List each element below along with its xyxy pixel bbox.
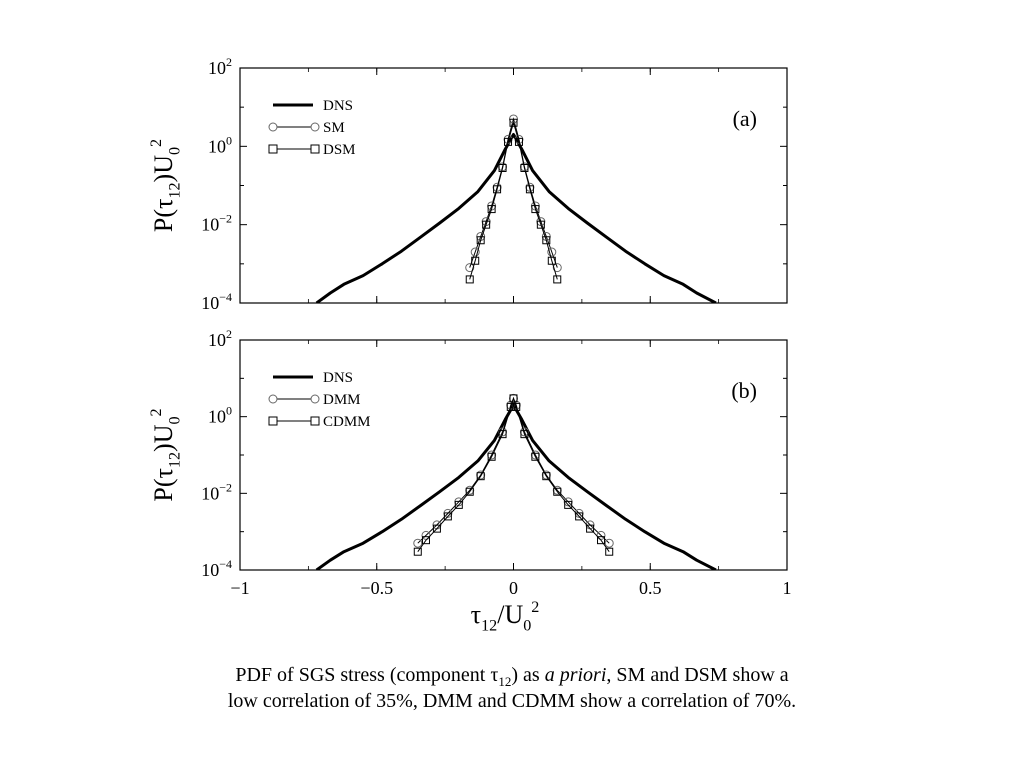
data-point-dmm [604,538,614,548]
data-point-cdmm [520,430,529,439]
data-point-dsm [487,205,496,214]
legend-marker [268,416,278,426]
data-point-cdmm [487,452,496,461]
data-point-cdmm [509,394,518,403]
data-point-cdmm [506,402,515,411]
y-axis-label: P(τ12)U02 [148,408,183,501]
x-tick-label: 1 [783,578,792,598]
data-point-cdmm [454,500,463,509]
data-point-dsm [520,163,529,172]
series-line-dns [315,133,717,303]
data-point-dsm [482,220,491,229]
data-point-dsm [476,236,485,245]
legend-marker [310,144,320,154]
y-tick-label: 10−2 [201,480,232,503]
data-point-dsm [504,137,513,146]
data-point-sm [465,263,475,273]
series-line-sm [469,117,558,268]
data-point-cdmm [542,472,551,481]
x-tick-label: 0.5 [639,578,662,598]
y-tick-label: 10−2 [201,212,232,235]
panel-label: (b) [731,378,757,403]
data-point-cdmm [531,452,540,461]
series-line-dsm [469,120,558,280]
data-point-dsm [509,118,518,127]
legend-label-cdmm: CDMM [323,414,371,430]
data-point-cdmm [498,430,507,439]
data-point-cdmm [586,524,595,533]
y-tick-label: 102 [208,327,232,350]
data-point-sm [552,263,562,273]
data-point-cdmm [443,512,452,521]
x-tick-label: −0.5 [360,578,393,598]
y-tick-label: 100 [208,133,232,156]
legend-label-dns: DNS [323,98,353,114]
data-point-dsm [547,256,556,265]
x-axis-label: τ12/U02 [471,599,540,634]
y-axis-label: P(τ12)U02 [148,139,183,232]
data-point-cdmm [432,524,441,533]
data-point-dsm [525,185,534,194]
data-point-cdmm [465,487,474,496]
panel-a: 10−4 10−2 100 102 DNS SM DSM (a) [201,55,788,313]
x-tick-label: −1 [230,578,249,598]
y-tick-label: 10−4 [201,290,232,313]
data-point-cdmm [476,472,485,481]
legend-marker [310,122,320,132]
series-line-dns [315,403,717,570]
data-point-dsm [553,275,562,284]
panel-b: 10−4 10−2 100 102 DNS DMM CDMM (b) −1 −0.5 0 0.5 1 [201,327,791,598]
data-point-cdmm [413,547,422,556]
legend-label-sm: SM [323,120,345,136]
legend-marker [268,122,278,132]
data-point-cdmm [575,512,584,521]
legend-label-dns: DNS [323,370,353,386]
y-tick-label: 10−4 [201,557,232,580]
caption-line-2: low correlation of 35%, DMM and CDMM sho… [227,690,797,712]
data-point-cdmm [564,500,573,509]
legend-marker [268,144,278,154]
data-point-cdmm [597,536,606,545]
y-tick-label: 100 [208,404,232,427]
legend-label-dmm: DMM [323,392,361,408]
data-point-sm [547,247,557,257]
caption-line-1: PDF of SGS stress (component τ12) as a p… [235,664,789,689]
legend-marker [310,394,320,404]
data-point-dsm [514,137,523,146]
data-point-dsm [536,220,545,229]
legend-marker [268,394,278,404]
y-tick-label: 102 [208,55,232,78]
data-point-dsm [471,256,480,265]
series-line-dmm [417,397,610,544]
data-point-cdmm [553,487,562,496]
legend-label-dsm: DSM [323,142,356,158]
data-point-dsm [493,185,502,194]
data-point-sm [470,247,480,257]
data-point-cdmm [512,402,521,411]
legend-marker [310,416,320,426]
data-point-dsm [542,236,551,245]
series-line-cdmm [417,396,610,552]
data-point-dsm [465,275,474,284]
data-point-dsm [531,205,540,214]
data-point-dsm [498,163,507,172]
x-tick-label: 0 [509,578,518,598]
panel-label: (a) [733,106,757,131]
data-point-cdmm [605,547,614,556]
data-point-dmm [413,538,423,548]
data-point-cdmm [421,536,430,545]
